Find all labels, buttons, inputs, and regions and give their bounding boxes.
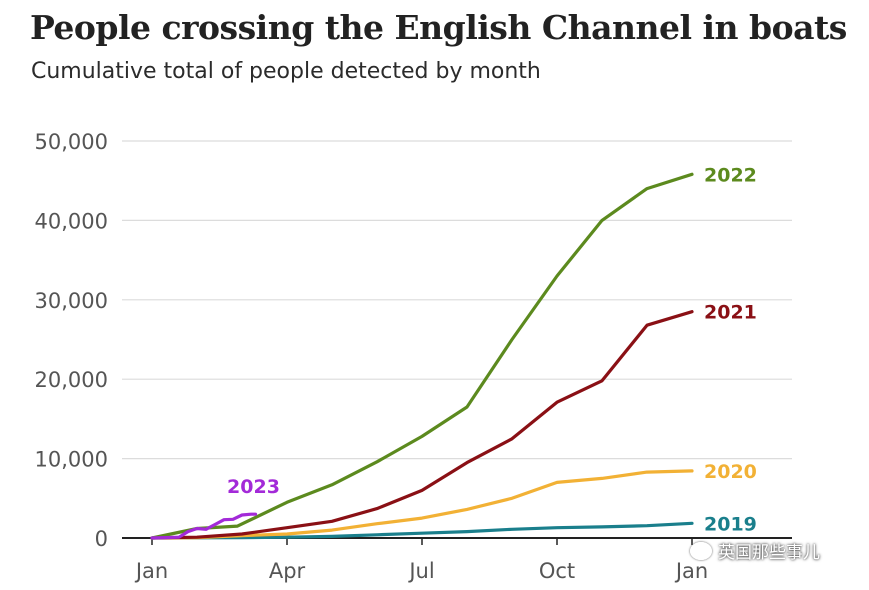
series-line-2019 [150, 521, 694, 540]
x-tick-label: Jan [134, 559, 168, 583]
wechat-icon [690, 542, 712, 560]
x-tick-label: Jan [674, 559, 708, 583]
series-lines [150, 172, 694, 540]
series-label-2023: 2023 [227, 476, 280, 498]
gridlines [122, 140, 792, 539]
y-tick-label: 10,000 [35, 448, 108, 472]
series-label-2020: 2020 [704, 461, 757, 483]
watermark-text: 英国那些事儿 [718, 543, 820, 563]
x-tick-label: Oct [539, 559, 575, 583]
series-line-2022 [150, 172, 694, 540]
series-line-2023 [150, 512, 258, 540]
y-tick-label: 50,000 [35, 130, 108, 154]
series-label-2021: 2021 [704, 302, 757, 324]
series-label-2022: 2022 [704, 164, 757, 186]
y-tick-label: 40,000 [35, 209, 108, 233]
y-tick-label: 0 [95, 527, 108, 551]
x-tick-label: Jul [407, 559, 434, 583]
series-line-2021 [150, 310, 694, 540]
chart-subtitle: Cumulative total of people detected by m… [31, 59, 541, 84]
chart-title: People crossing the English Channel in b… [30, 8, 847, 47]
series-labels: 2019 2020 2021 2022 2023 [227, 164, 757, 535]
series-label-2019: 2019 [704, 513, 757, 535]
watermark: 英国那些事儿 [690, 538, 820, 563]
x-tick-label: Apr [269, 559, 306, 583]
y-axis-ticks: 0 10,000 20,000 30,000 40,000 50,000 [35, 130, 108, 551]
y-tick-label: 30,000 [35, 289, 108, 313]
x-axis-ticks: Jan Apr Jul Oct Jan [134, 538, 708, 583]
y-tick-label: 20,000 [35, 368, 108, 392]
